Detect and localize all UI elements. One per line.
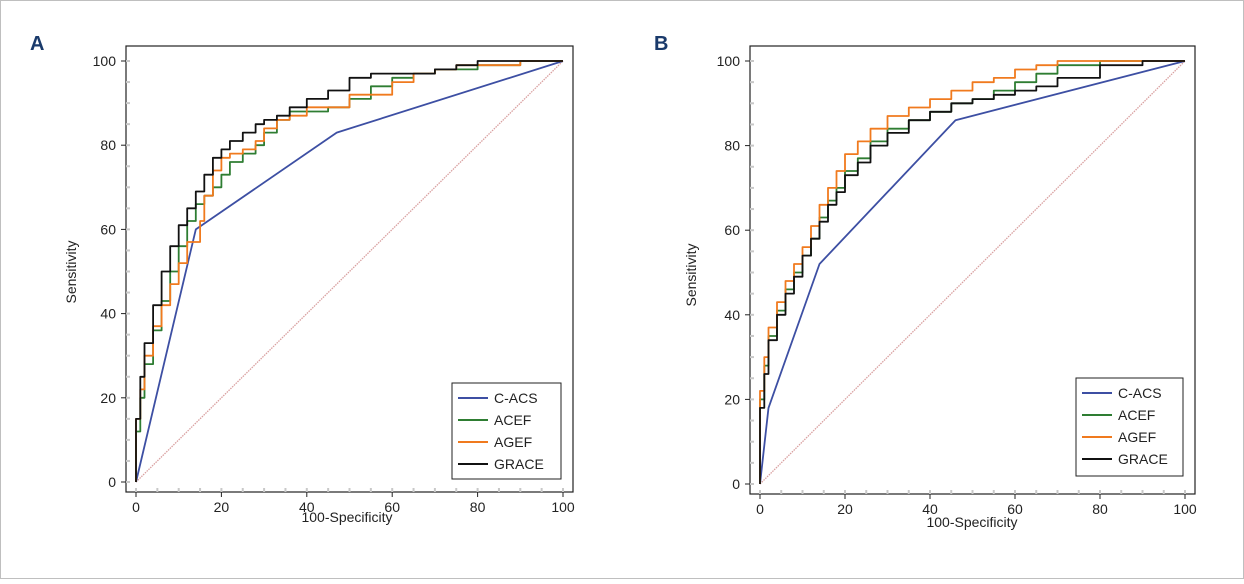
y-tick-label: 100: [93, 53, 117, 69]
y-tick-label: 40: [100, 306, 116, 322]
y-tick-label: 20: [724, 391, 740, 407]
x-tick-label: 80: [1092, 501, 1108, 517]
panel-a-plot: 0 20 40 60 80 100 0 20 40 60 80 100 C-ACS ACEF AGEF GRA…: [93, 45, 575, 515]
panel-a-label: A: [30, 33, 44, 55]
legend-label-grace: GRACE: [494, 456, 544, 472]
panel-a-ylabel: Sensitivity: [63, 240, 79, 303]
y-tick-label: 100: [717, 53, 741, 69]
legend-label-acef: ACEF: [494, 412, 531, 428]
y-tick-label: 60: [724, 222, 740, 238]
legend-label-c-acs: C-ACS: [494, 390, 538, 406]
panel-b-label: B: [654, 33, 668, 55]
series-line-grace: [135, 60, 563, 482]
panel-a: A 0 20 40 60 80 100 0 20 40 60 80 100 C-ACS ACEF AGEF G…: [30, 33, 575, 525]
panel-b-plot: 0 20 40 60 80 100 0 20 40 60 80 100 C-ACS ACEF AGEF GRA…: [717, 45, 1197, 517]
y-tick-label: 40: [724, 307, 740, 323]
legend-label-agef: AGEF: [1118, 429, 1156, 445]
x-tick-label: 100: [1173, 501, 1197, 517]
legend-label-agef: AGEF: [494, 434, 532, 450]
x-tick-label: 60: [384, 499, 400, 515]
y-tick-label: 0: [732, 476, 740, 492]
x-tick-label: 20: [214, 499, 230, 515]
x-tick-label: 60: [1007, 501, 1023, 517]
x-tick-label: 40: [922, 501, 938, 517]
panel-b-ylabel: Sensitivity: [683, 243, 699, 306]
y-tick-label: 0: [108, 474, 116, 490]
x-tick-label: 100: [551, 499, 575, 515]
panel-b: B 0 20 40 60 80 100 0 20 40 60 80 100 C-ACS ACEF AGEF G…: [654, 33, 1197, 530]
x-tick-label: 0: [132, 499, 140, 515]
y-tick-label: 20: [100, 390, 116, 406]
x-tick-label: 40: [299, 499, 315, 515]
series-line-grace: [759, 60, 1185, 484]
panel-b-xlabel: 100-Specificity: [926, 514, 1017, 530]
y-tick-label: 60: [100, 221, 116, 237]
legend-label-grace: GRACE: [1118, 451, 1168, 467]
legend-label-c-acs: C-ACS: [1118, 385, 1162, 401]
x-tick-label: 0: [756, 501, 764, 517]
x-tick-label: 80: [470, 499, 486, 515]
x-tick-label: 20: [837, 501, 853, 517]
series-line-c-acs: [759, 60, 1186, 485]
legend-label-acef: ACEF: [1118, 407, 1155, 423]
series-line-c-acs: [135, 60, 564, 483]
y-tick-label: 80: [724, 138, 740, 154]
panel-a-xlabel: 100-Specificity: [301, 509, 392, 525]
y-tick-label: 80: [100, 137, 116, 153]
